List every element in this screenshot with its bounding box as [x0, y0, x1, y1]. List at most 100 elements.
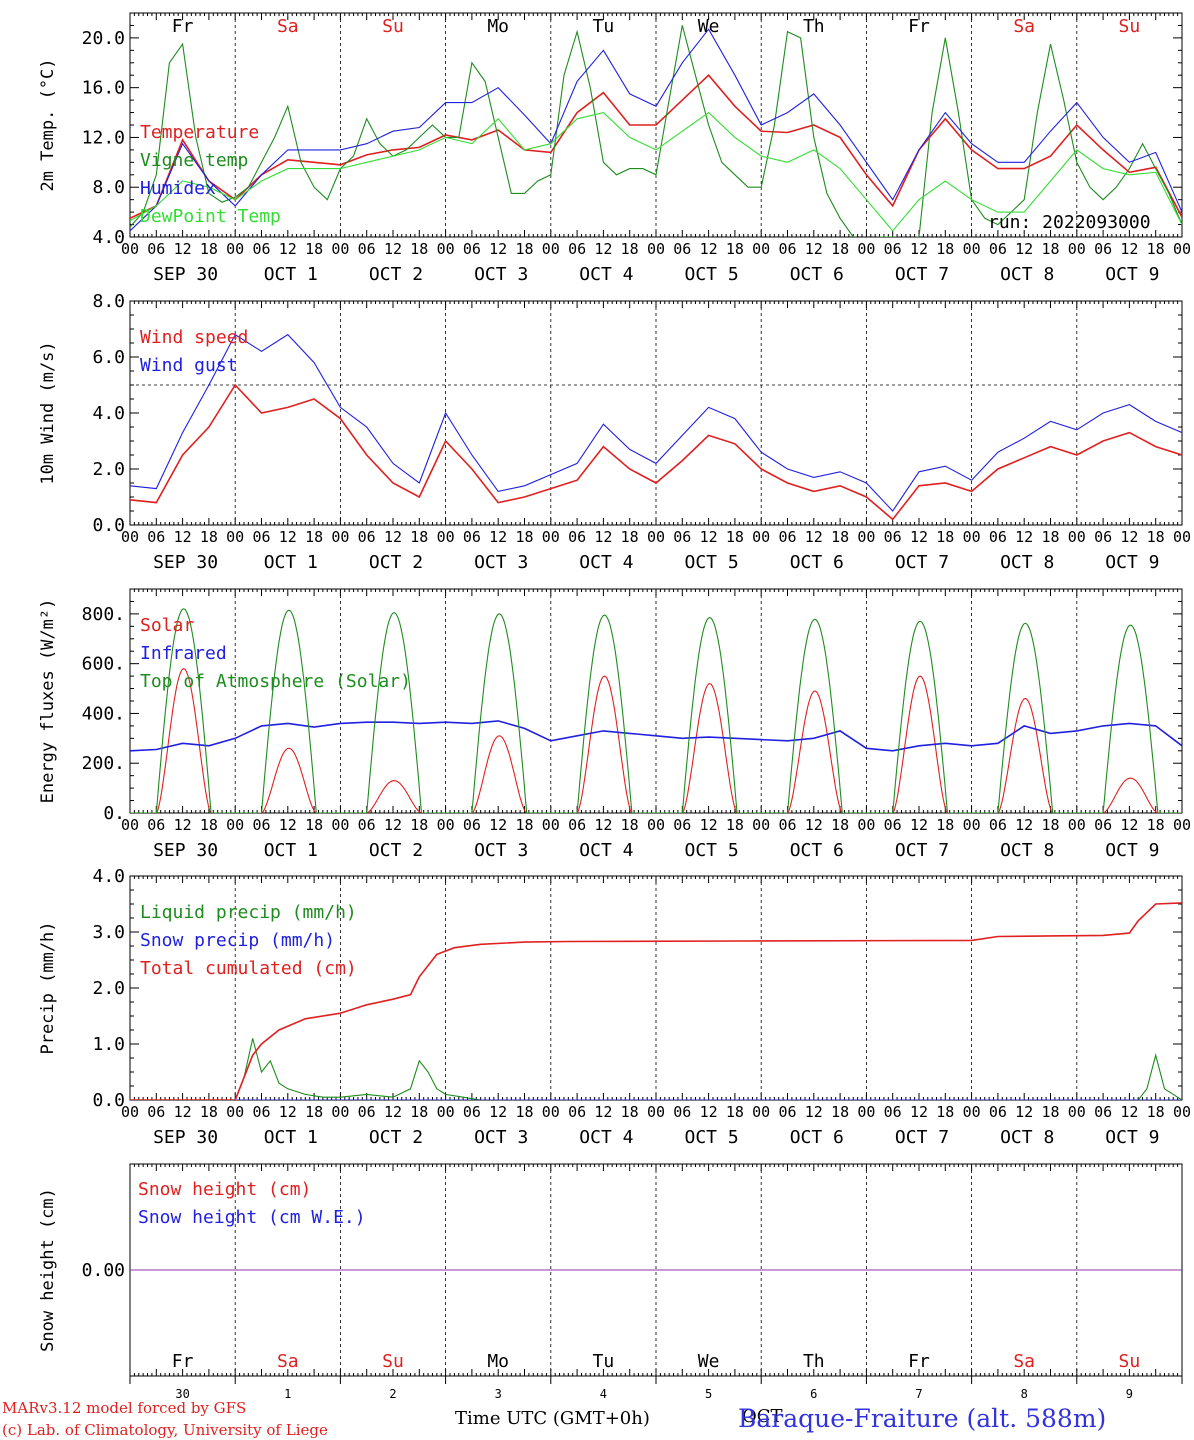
date-label: OCT 3 — [474, 264, 528, 285]
hour-tick-label: 12 — [279, 816, 297, 834]
hour-tick-label: 06 — [568, 1103, 586, 1121]
hour-tick-label: 06 — [989, 240, 1007, 258]
legend-entry: DewPoint Temp — [140, 206, 281, 227]
hour-tick-label: 18 — [1041, 1103, 1059, 1121]
hour-tick-label: 00 — [647, 240, 665, 258]
hour-tick-label: 18 — [621, 816, 639, 834]
hour-tick-label: 00 — [437, 528, 455, 546]
hour-tick-label: 18 — [305, 1103, 323, 1121]
hour-tick-label: 00 — [963, 528, 981, 546]
date-label: OCT 9 — [1105, 552, 1159, 573]
hour-tick-label: 12 — [174, 240, 192, 258]
series-line-dewpoint-temp — [130, 111, 1182, 232]
hour-tick-label: 12 — [805, 816, 823, 834]
panel-precip: 0.0 1.0 2.0 3.0 4.0 Precip (mm/h) Liquid preci… — [38, 866, 1191, 1148]
hour-tick-label: 06 — [147, 240, 165, 258]
hour-tick-label: 06 — [147, 1103, 165, 1121]
hour-tick-label: 18 — [726, 240, 744, 258]
date-label: OCT 6 — [790, 552, 844, 573]
date-label: OCT 9 — [1105, 264, 1159, 285]
hour-tick-label: 06 — [568, 816, 586, 834]
y-tick-label: 2.0 — [92, 459, 125, 480]
hour-tick-label: 00 — [542, 816, 560, 834]
hour-tick-label: 18 — [200, 1103, 218, 1121]
hour-tick-label: 06 — [358, 528, 376, 546]
series-line-infrared — [130, 720, 1182, 752]
model-credit: MARv3.12 model forced by GFS — [2, 1399, 246, 1417]
hour-tick-label: 06 — [884, 1103, 902, 1121]
hour-tick-label: 18 — [621, 1103, 639, 1121]
hour-tick-label: 06 — [989, 528, 1007, 546]
hour-tick-label: 00 — [226, 528, 244, 546]
hour-tick-label: 06 — [147, 816, 165, 834]
hour-tick-label: 00 — [437, 240, 455, 258]
date-label: OCT 4 — [579, 1127, 633, 1148]
y-tick-label: 0.0 — [92, 1090, 125, 1111]
hour-tick-label: 06 — [1094, 1103, 1112, 1121]
date-label: OCT 5 — [685, 840, 739, 861]
date-label: OCT 4 — [579, 264, 633, 285]
hour-tick-label: 12 — [489, 240, 507, 258]
hour-tick-label: 00 — [857, 240, 875, 258]
date-label: OCT 1 — [264, 1127, 318, 1148]
hour-tick-label: 18 — [726, 1103, 744, 1121]
hour-tick-label: 12 — [805, 240, 823, 258]
hour-tick-label: 18 — [621, 240, 639, 258]
hour-tick-label: 18 — [1041, 240, 1059, 258]
hour-tick-label: 12 — [1015, 1103, 1033, 1121]
plot-frame — [129, 588, 1183, 814]
hour-tick-label: 00 — [857, 1103, 875, 1121]
hour-tick-label: 06 — [568, 528, 586, 546]
date-label: OCT 5 — [685, 552, 739, 573]
hour-tick-label: 00 — [752, 240, 770, 258]
panel-temperature: 4.0 8.0 12.0 16.0 20.0 2m Temp. (°C) Temperatu… — [38, 12, 1191, 285]
hour-tick-label: 18 — [200, 816, 218, 834]
y-tick-label: 8.0 — [92, 177, 125, 198]
hour-tick-label: 06 — [252, 816, 270, 834]
date-label: SEP 30 — [153, 264, 218, 285]
day-number: 1 — [284, 1387, 291, 1401]
hour-tick-label: 12 — [594, 528, 612, 546]
hour-tick-label: 12 — [489, 528, 507, 546]
series-line-humidex — [130, 28, 1182, 232]
hour-tick-label: 18 — [1147, 528, 1165, 546]
hour-tick-label: 06 — [778, 816, 796, 834]
hour-tick-label: 18 — [1041, 528, 1059, 546]
hour-tick-label: 18 — [1041, 816, 1059, 834]
date-label: OCT 7 — [895, 264, 949, 285]
hour-tick-label: 00 — [647, 1103, 665, 1121]
hour-tick-label: 06 — [358, 816, 376, 834]
hour-tick-label: 06 — [778, 528, 796, 546]
hour-tick-label: 18 — [305, 816, 323, 834]
legend-entry: Liquid precip (mm/h) — [140, 902, 357, 923]
hour-tick-label: 00 — [857, 528, 875, 546]
hour-tick-label: 00 — [647, 528, 665, 546]
panel-snow: 0.00 Snow height (cm) Snow height (cm) Snow… — [38, 1163, 1183, 1401]
hour-tick-label: 00 — [331, 528, 349, 546]
hour-tick-label: 12 — [594, 240, 612, 258]
y-tick-label: 20.0 — [82, 28, 125, 49]
hour-tick-label: 06 — [147, 528, 165, 546]
day-name: Mo — [487, 16, 509, 37]
hour-tick-label: 12 — [174, 1103, 192, 1121]
series-group — [130, 608, 1182, 813]
station-title: Baraque-Fraiture (alt. 588m) — [738, 1404, 1106, 1433]
hour-tick-label: 18 — [726, 528, 744, 546]
date-label: OCT 4 — [579, 552, 633, 573]
day-name: We — [698, 1351, 720, 1372]
hour-tick-label: 18 — [410, 816, 428, 834]
y-tick-label: 400. — [82, 703, 125, 724]
series-group — [130, 333, 1182, 521]
hour-tick-label: 00 — [752, 528, 770, 546]
hour-tick-label: 00 — [331, 240, 349, 258]
hour-tick-label: 18 — [831, 240, 849, 258]
date-label: OCT 6 — [790, 264, 844, 285]
legend-entry: Temperature — [140, 122, 259, 143]
hour-tick-label: 12 — [279, 1103, 297, 1121]
y-tick-label: 16.0 — [82, 78, 125, 99]
hour-tick-label: 18 — [621, 528, 639, 546]
hour-tick-label: 12 — [594, 816, 612, 834]
series-line-wind-gust — [130, 333, 1182, 512]
day-name: Fr — [908, 1351, 930, 1372]
